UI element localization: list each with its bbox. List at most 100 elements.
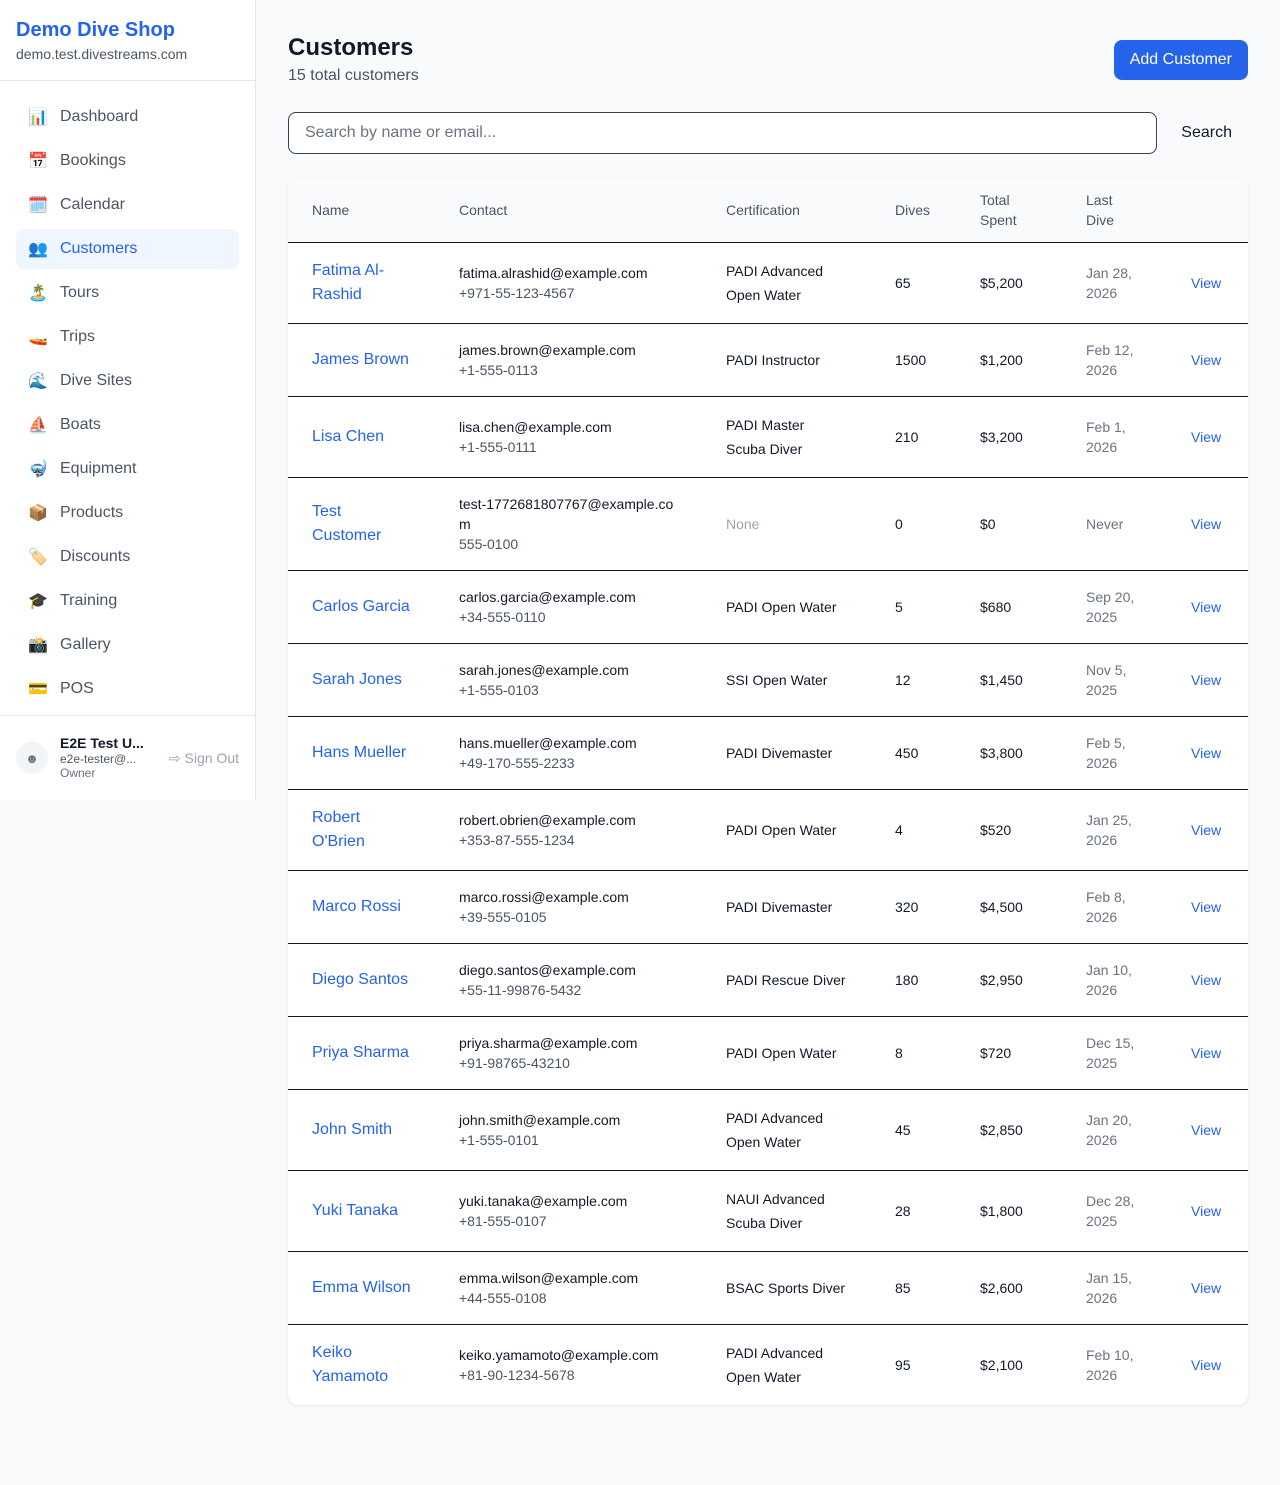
sidebar-item-gallery[interactable]: 📸 Gallery — [16, 625, 239, 665]
column-header-dives: Dives — [871, 178, 956, 243]
dives-count: 1500 — [871, 323, 956, 397]
last-dive: Jan 28, 2026 — [1062, 242, 1167, 324]
view-customer-link[interactable]: View — [1191, 515, 1222, 532]
customer-phone: +81-555-0107 — [459, 1212, 547, 1229]
customer-name-link[interactable]: Robert O'Brien — [312, 808, 365, 850]
customer-name-link[interactable]: Marco Rossi — [312, 897, 401, 915]
table-row: Fatima Al-Rashid fatima.alrashid@example… — [288, 242, 1248, 324]
last-dive: Jan 10, 2026 — [1062, 943, 1167, 1017]
sign-out-button[interactable]: ⇨ Sign Out — [169, 750, 239, 767]
view-customer-link[interactable]: View — [1191, 971, 1222, 988]
sidebar-item-label: Gallery — [60, 636, 111, 653]
search-button[interactable]: Search — [1157, 124, 1248, 142]
sidebar-item-trips[interactable]: 🚤 Trips — [16, 317, 239, 357]
sidebar-item-label: POS — [60, 680, 94, 697]
view-customer-link[interactable]: View — [1191, 1044, 1222, 1061]
boats-icon: ⛵ — [28, 417, 48, 434]
total-spent: $520 — [956, 789, 1062, 871]
total-spent: $680 — [956, 570, 1062, 644]
view-customer-link[interactable]: View — [1191, 274, 1222, 291]
bookings-icon: 📅 — [28, 153, 48, 170]
column-header-total-spent: Total Spent — [956, 178, 1062, 243]
customer-name-link[interactable]: Emma Wilson — [312, 1278, 411, 1296]
sidebar-item-products[interactable]: 📦 Products — [16, 493, 239, 533]
customer-phone: +1-555-0111 — [459, 438, 537, 455]
brand-domain: demo.test.divestreams.com — [16, 46, 188, 62]
certification: BSAC Sports Diver — [702, 1251, 871, 1325]
user-email: e2e-tester@... — [60, 752, 137, 766]
last-dive: Feb 5, 2026 — [1062, 716, 1167, 790]
add-customer-button[interactable]: Add Customer — [1113, 40, 1248, 80]
customer-name-link[interactable]: Diego Santos — [312, 970, 409, 988]
last-dive: Feb 1, 2026 — [1062, 396, 1167, 478]
column-header-name: Name — [288, 178, 435, 243]
pos-icon: 💳 — [28, 681, 48, 698]
customer-email: priya.sharma@example.com — [459, 1034, 638, 1051]
sidebar-item-calendar[interactable]: 🗓️ Calendar — [16, 185, 239, 225]
view-customer-link[interactable]: View — [1191, 1121, 1222, 1138]
certification: None — [702, 477, 871, 571]
dives-count: 210 — [871, 396, 956, 478]
view-customer-link[interactable]: View — [1191, 821, 1222, 838]
total-spent: $3,200 — [956, 396, 1062, 478]
sidebar-item-equipment[interactable]: 🤿 Equipment — [16, 449, 239, 489]
dives-count: 180 — [871, 943, 956, 1017]
table-row: Robert O'Brien robert.obrien@example.com… — [288, 789, 1248, 871]
equipment-icon: 🤿 — [28, 461, 48, 478]
customer-name-link[interactable]: Sarah Jones — [312, 670, 402, 688]
certification: SSI Open Water — [702, 643, 871, 717]
brand: Demo Dive Shop demo.test.divestreams.com — [0, 0, 255, 81]
view-customer-link[interactable]: View — [1191, 1202, 1222, 1219]
column-header-certification: Certification — [702, 178, 871, 243]
customer-name-link[interactable]: Fatima Al-Rashid — [312, 261, 385, 303]
dives-count: 95 — [895, 1356, 911, 1373]
sidebar-item-training[interactable]: 🎓 Training — [16, 581, 239, 621]
brand-title[interactable]: Demo Dive Shop — [16, 19, 175, 41]
sidebar-item-dashboard[interactable]: 📊 Dashboard — [16, 97, 239, 137]
view-customer-link[interactable]: View — [1191, 1279, 1222, 1296]
search-input[interactable] — [288, 112, 1158, 154]
sidebar-item-label: Discounts — [60, 548, 131, 565]
view-customer-link[interactable]: View — [1191, 671, 1222, 688]
sidebar-item-tours[interactable]: 🏝️ Tours — [16, 273, 239, 313]
table-row: Marco Rossi marco.rossi@example.com +39-5… — [288, 870, 1248, 944]
view-customer-link[interactable]: View — [1191, 428, 1222, 445]
sidebar-item-discounts[interactable]: 🏷️ Discounts — [16, 537, 239, 577]
last-dive: Jan 15, 2026 — [1062, 1251, 1167, 1325]
customer-name-link[interactable]: Hans Mueller — [312, 743, 407, 761]
total-spent: $2,850 — [956, 1089, 1062, 1171]
main-content: Customers 15 total customers Add Custome… — [288, 32, 1248, 1405]
customer-name-link[interactable]: Test Customer — [312, 502, 382, 544]
total-spent: $4,500 — [956, 870, 1062, 944]
view-customer-link[interactable]: View — [1191, 1356, 1222, 1373]
customer-name-link[interactable]: Yuki Tanaka — [312, 1201, 398, 1219]
sidebar-item-label: Training — [60, 592, 118, 609]
certification: PADI Open Water — [702, 1016, 871, 1090]
customer-name-link[interactable]: James Brown — [312, 350, 409, 368]
certification: PADI Advanced Open Water — [726, 1344, 824, 1385]
view-customer-link[interactable]: View — [1191, 898, 1222, 915]
dives-count: 320 — [871, 870, 956, 944]
view-customer-link[interactable]: View — [1191, 744, 1222, 761]
table-row: Diego Santos diego.santos@example.com +55… — [288, 943, 1248, 1017]
view-customer-link[interactable]: View — [1191, 598, 1222, 615]
sidebar-item-pos[interactable]: 💳 POS — [16, 669, 239, 709]
sidebar-item-dive-sites[interactable]: 🌊 Dive Sites — [16, 361, 239, 401]
customer-email: hans.mueller@example.com — [459, 734, 637, 751]
customer-name-link[interactable]: Keiko Yamamoto — [312, 1343, 389, 1385]
sidebar-item-bookings[interactable]: 📅 Bookings — [16, 141, 239, 181]
customer-email: yuki.tanaka@example.com — [459, 1192, 628, 1209]
customer-name-link[interactable]: John Smith — [312, 1120, 393, 1138]
customer-name-link[interactable]: Carlos Garcia — [312, 597, 410, 615]
last-dive: Never — [1062, 477, 1167, 571]
table-row: Keiko Yamamoto keiko.yamamoto@example.co… — [288, 1324, 1248, 1405]
customer-name-link[interactable]: Priya Sharma — [312, 1043, 409, 1061]
last-dive: Sep 20, 2025 — [1062, 570, 1167, 644]
certification: PADI Advanced Open Water — [702, 1089, 871, 1171]
customer-email: test-1772681807767@example.com — [459, 495, 674, 532]
sidebar-item-label: Dashboard — [60, 108, 139, 125]
customer-name-link[interactable]: Lisa Chen — [312, 427, 385, 445]
sidebar-item-boats[interactable]: ⛵ Boats — [16, 405, 239, 445]
view-customer-link[interactable]: View — [1191, 351, 1222, 368]
sidebar-item-customers[interactable]: 👥 Customers — [16, 229, 239, 269]
